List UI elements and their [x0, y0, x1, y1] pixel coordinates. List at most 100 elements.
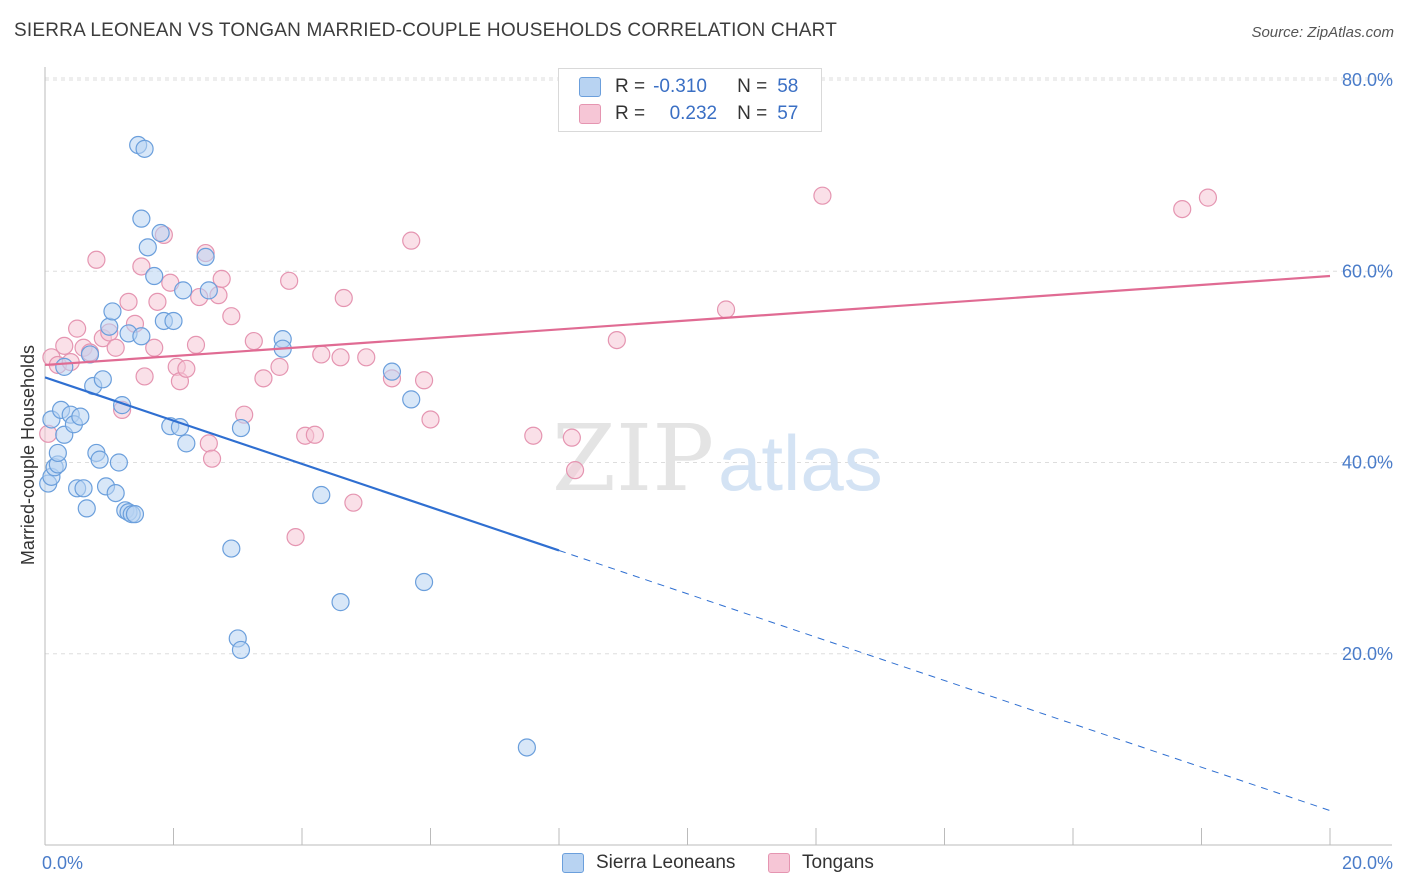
tongan-point — [202, 449, 222, 468]
tongan-point — [286, 527, 305, 547]
tongan-point — [562, 428, 581, 447]
bottom-legend-label-pink: Tongans — [802, 852, 874, 873]
tongan-point — [421, 410, 440, 429]
tongan-point — [305, 425, 324, 444]
sierra-leonean-point — [77, 499, 96, 518]
sierra-leonean-point — [177, 434, 196, 453]
tongan-point — [212, 269, 231, 288]
sierra-leonean-point — [222, 539, 241, 558]
x-tick-label: 20.0% — [1342, 853, 1393, 873]
sierra-leonean-point — [93, 370, 112, 389]
legend-n-label: N = — [737, 76, 768, 97]
sierra-leonean-point — [382, 362, 402, 381]
tongan-point — [607, 331, 626, 350]
tongan-point — [177, 359, 196, 378]
tongan-point — [119, 292, 138, 311]
tongan-point — [334, 288, 353, 308]
tongan-point — [68, 319, 87, 338]
sierra-leonean-point — [71, 407, 90, 426]
y-tick-label: 20.0% — [1342, 644, 1393, 664]
chart-title: SIERRA LEONEAN VS TONGAN MARRIED-COUPLE … — [14, 20, 838, 41]
tongan-point — [312, 345, 331, 364]
legend-swatch-pink — [579, 104, 601, 124]
tongan-point — [1198, 188, 1218, 207]
legend-n-label: N = — [737, 103, 768, 124]
legend-r-value-pink: 0.232 — [669, 103, 718, 124]
bottom-legend-swatch-pink — [768, 853, 790, 873]
sierra-leonean-point — [151, 223, 170, 243]
sierra-leonean-point — [106, 484, 125, 503]
y-tick-label: 40.0% — [1342, 453, 1393, 473]
sierra-leonean-point — [170, 418, 190, 437]
tongan-point — [148, 292, 167, 311]
sierra-leonean-point — [90, 450, 109, 469]
bottom-legend-tongans: Tongans — [768, 852, 874, 874]
watermark-zip: ZIP — [552, 405, 714, 512]
watermark-atlas: atlas — [718, 419, 883, 507]
tongan-point — [344, 493, 363, 512]
tongan-point — [280, 271, 299, 290]
legend-row-sierra-leoneans: R = -0.310 N = 58 — [579, 75, 798, 99]
tongan-trend-line — [44, 274, 1331, 367]
bottom-legend-label-blue: Sierra Leoneans — [596, 852, 736, 873]
bottom-legend-swatch-blue — [562, 853, 584, 873]
sierra-leonean-point — [135, 139, 154, 158]
tongan-point — [244, 331, 263, 351]
legend-n-value-pink: 57 — [777, 103, 799, 124]
sierra-leonean-point — [414, 572, 434, 592]
legend-r-label: R = — [615, 103, 646, 124]
y-tick-label: 60.0% — [1342, 261, 1393, 281]
sierra-leonean-point — [145, 266, 164, 286]
tongan-point — [135, 367, 154, 386]
tongan-point — [414, 371, 434, 390]
sierra-leonean-point — [55, 357, 74, 376]
sierra-leonean-point — [196, 247, 215, 267]
legend-n-value-blue: 58 — [777, 76, 799, 97]
source-label: Source: ZipAtlas.com — [1251, 24, 1394, 41]
sierra-leonean-point — [109, 453, 128, 472]
tongan-point — [402, 231, 421, 250]
x-tick-label: 0.0% — [42, 853, 83, 873]
correlation-legend: R = -0.310 N = 58 R = 0.232 N = 57 — [558, 68, 822, 132]
tongan-point — [87, 250, 106, 269]
tongan-point — [55, 336, 74, 355]
legend-r-label: R = — [615, 76, 646, 97]
legend-row-tongans: R = 0.232 N = 57 — [579, 102, 798, 126]
sierra-leonean-point — [402, 390, 421, 409]
sierra-leonean-point — [138, 238, 157, 257]
tongan-point — [199, 434, 218, 453]
tongan-point — [813, 186, 832, 205]
tongan-point — [270, 357, 289, 376]
tongan-point — [716, 300, 736, 319]
sierra-leonean-point — [48, 443, 67, 463]
tongan-point — [145, 338, 164, 357]
sierra-leonean-point — [100, 317, 119, 336]
tongan-point — [1173, 199, 1192, 219]
sierra-leonean-point — [331, 593, 350, 612]
y-axis-title: Married-couple Households — [18, 345, 38, 565]
tongan-point — [254, 369, 273, 388]
sierra-leonean-point — [164, 311, 183, 331]
tongan-point — [132, 257, 151, 276]
tongan-point — [222, 307, 241, 326]
sierra-leonean-point — [517, 738, 536, 757]
legend-r-value-blue: -0.310 — [653, 76, 707, 97]
tongan-point — [357, 348, 376, 367]
sierra-leonean-point — [231, 640, 251, 660]
sierra-leonean-point — [174, 281, 193, 300]
tongan-point — [106, 338, 125, 357]
sierra-leonean-trend-extension — [558, 550, 1331, 812]
sierra-leonean-point — [132, 209, 151, 228]
sierra-leonean-point — [312, 485, 331, 505]
sierra-leonean-point — [74, 479, 93, 498]
sierra-leonean-trend-line — [44, 376, 560, 552]
tongan-point — [186, 335, 206, 354]
bottom-legend-sierra-leoneans: Sierra Leoneans — [562, 852, 735, 874]
sierra-leonean-point — [132, 327, 151, 346]
tongan-point — [524, 426, 543, 445]
sierra-leonean-point — [199, 281, 218, 300]
sierra-leonean-point — [103, 302, 122, 321]
sierra-leonean-point — [125, 505, 145, 524]
tongan-point — [331, 348, 350, 367]
